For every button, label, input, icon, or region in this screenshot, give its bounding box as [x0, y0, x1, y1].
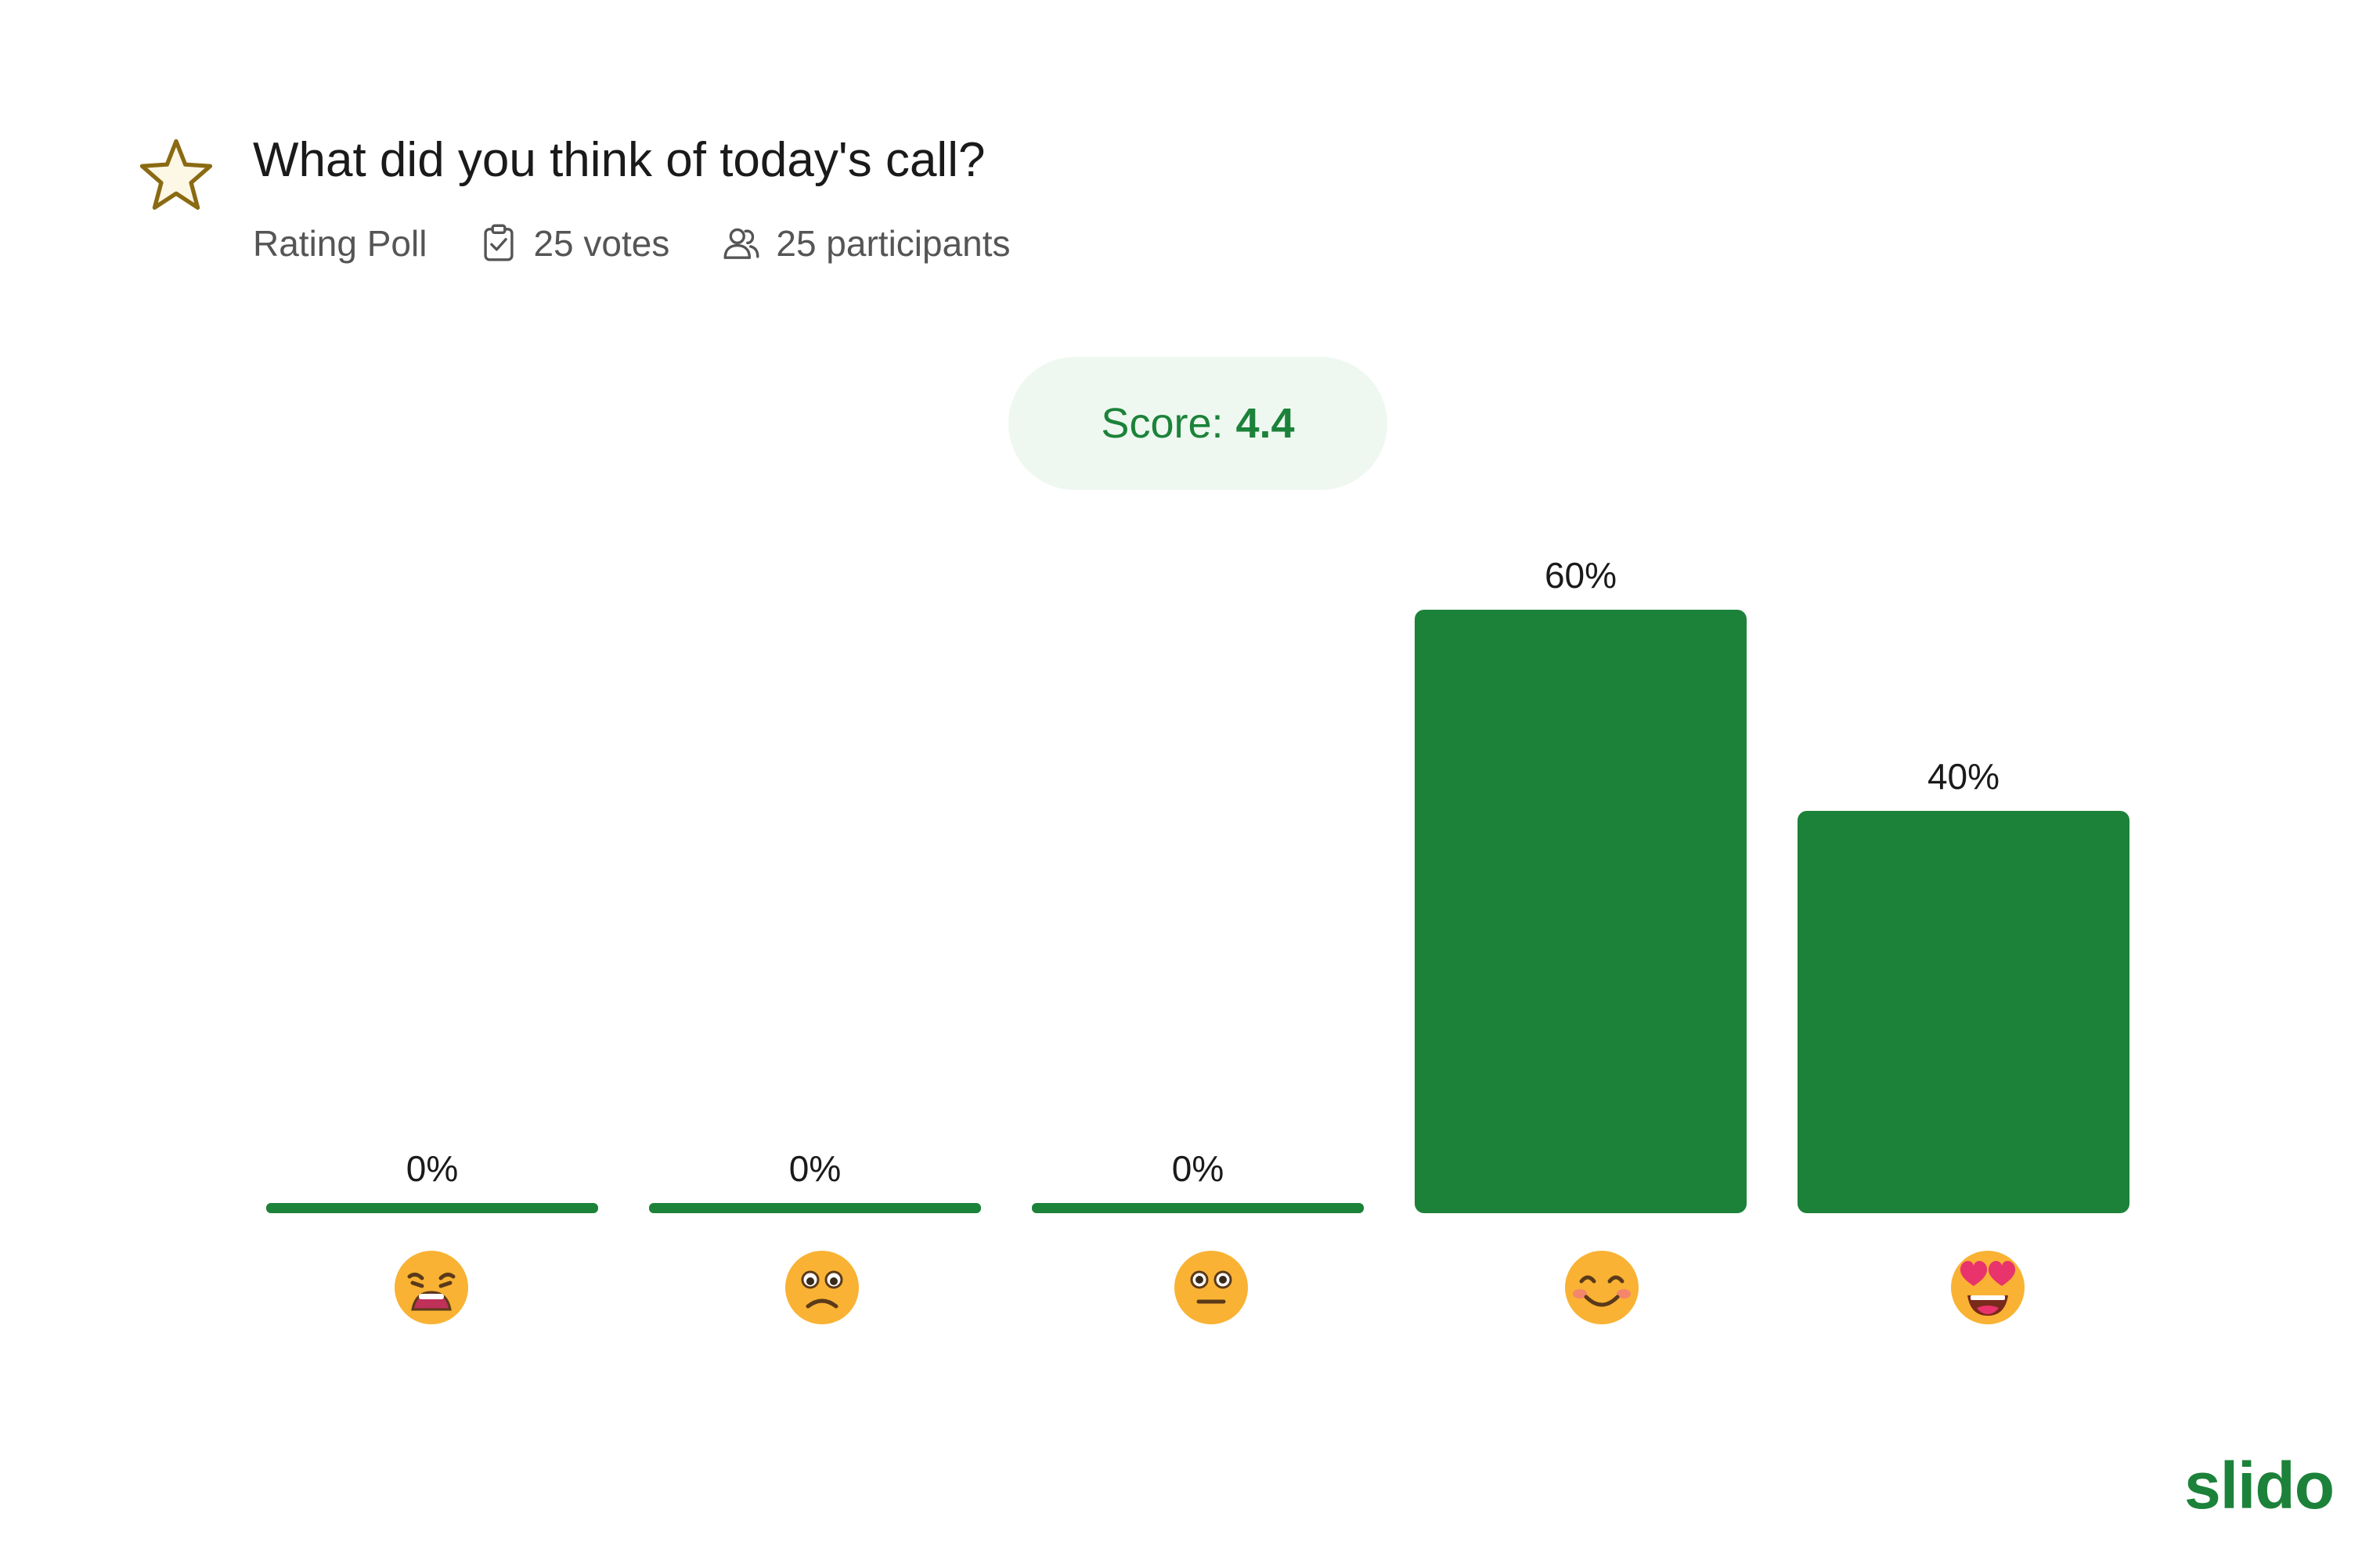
poll-title: What did you think of today's call? [253, 133, 986, 187]
bar-label-smiling-face: 60% [1545, 555, 1617, 596]
bar-label-frowning-face: 0% [789, 1148, 841, 1189]
poll-type-label: Rating Poll [253, 223, 427, 264]
score-badge: Score: 4.4 [1008, 357, 1387, 490]
people-icon [723, 228, 759, 259]
bar-frowning-face [649, 1203, 981, 1213]
bar-neutral-face [1032, 1203, 1364, 1213]
heart-eyes-face-icon [1951, 1251, 2025, 1324]
votes-label: 25 votes [533, 223, 670, 264]
poll-meta: Rating Poll 25 votes 25 participants [253, 216, 1011, 271]
bar-label-neutral-face: 0% [1172, 1148, 1224, 1189]
participants-label: 25 participants [776, 223, 1011, 264]
bar-label-heart-eyes-face: 40% [1927, 756, 2000, 797]
votes-count: 25 votes [478, 222, 669, 265]
participants-count: 25 participants [721, 222, 1011, 265]
clipboard-check-icon [484, 224, 514, 261]
bar-smiling-face [1415, 610, 1747, 1213]
frowning-face-icon [785, 1251, 859, 1324]
star-icon [139, 139, 213, 210]
poll-type: Rating Poll [253, 222, 427, 265]
smiling-face-icon [1565, 1251, 1639, 1324]
score-value: 4.4 [1235, 400, 1295, 447]
neutral-face-icon [1174, 1251, 1248, 1324]
bar-weary-face [266, 1203, 598, 1213]
bar-label-weary-face: 0% [406, 1148, 458, 1189]
weary-face-icon [395, 1251, 468, 1324]
slido-logo: slido [2184, 1449, 2335, 1522]
bar-heart-eyes-face [1798, 811, 2129, 1213]
score-label: Score: [1101, 400, 1224, 447]
